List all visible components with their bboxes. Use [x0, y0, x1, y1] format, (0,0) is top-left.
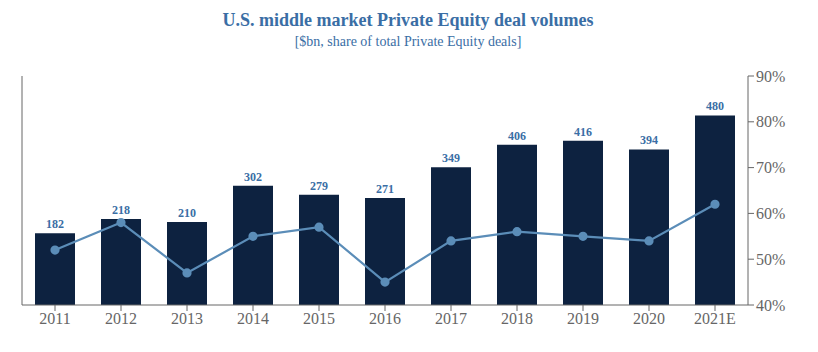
- svg-text:210: 210: [178, 206, 196, 220]
- svg-text:2019: 2019: [567, 310, 599, 327]
- svg-text:2020: 2020: [633, 310, 665, 327]
- svg-text:80%: 80%: [756, 113, 785, 130]
- svg-text:406: 406: [508, 129, 526, 143]
- svg-text:2013: 2013: [171, 310, 203, 327]
- svg-text:2015: 2015: [303, 310, 335, 327]
- svg-text:416: 416: [574, 125, 592, 139]
- svg-text:2018: 2018: [501, 310, 533, 327]
- svg-text:70%: 70%: [756, 159, 785, 176]
- svg-text:60%: 60%: [756, 205, 785, 222]
- svg-text:279: 279: [310, 179, 328, 193]
- svg-text:2014: 2014: [237, 310, 269, 327]
- html-text:U.S. middle market Private Equ: U.S. middle market Private Equity deal v…: [222, 10, 594, 30]
- svg-text:349: 349: [442, 151, 460, 165]
- svg-text:2021E: 2021E: [694, 310, 736, 327]
- svg-text:218: 218: [112, 203, 130, 217]
- svg-text:90%: 90%: [756, 68, 785, 85]
- svg-text:302: 302: [244, 170, 262, 184]
- svg-text:182: 182: [46, 217, 64, 231]
- svg-text:50%: 50%: [756, 251, 785, 268]
- svg-text:394: 394: [640, 133, 658, 147]
- html-text:[$bn, share of total Private E: [$bn, share of total Private Equity deal…: [294, 34, 522, 49]
- svg-text:2011: 2011: [39, 310, 70, 327]
- svg-text:40%: 40%: [756, 297, 785, 314]
- svg-text:2012: 2012: [105, 310, 137, 327]
- svg-text:2016: 2016: [369, 310, 401, 327]
- svg-text:2017: 2017: [435, 310, 467, 327]
- svg-text:271: 271: [376, 182, 394, 196]
- svg-text:480: 480: [706, 99, 724, 113]
